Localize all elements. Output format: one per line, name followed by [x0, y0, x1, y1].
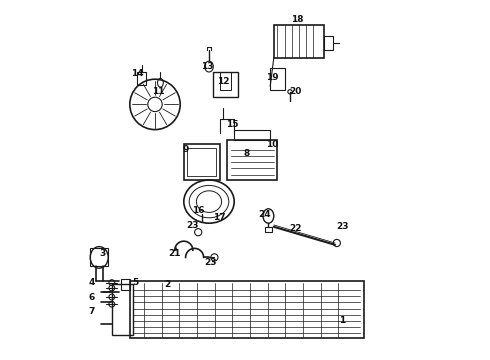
Text: 3: 3: [99, 249, 106, 258]
Bar: [270, 68, 285, 90]
Bar: [227, 140, 277, 180]
Text: 22: 22: [289, 224, 302, 233]
Text: 17: 17: [214, 213, 226, 222]
Text: 10: 10: [266, 140, 278, 149]
Text: 5: 5: [132, 278, 138, 287]
Bar: [220, 72, 231, 90]
Text: 6: 6: [89, 292, 95, 302]
Text: 12: 12: [217, 77, 230, 86]
Text: 24: 24: [259, 210, 271, 219]
Bar: [112, 284, 133, 335]
Text: 1: 1: [339, 316, 345, 325]
Text: 13: 13: [201, 62, 214, 71]
Bar: [265, 227, 272, 232]
Bar: [137, 72, 146, 85]
Text: 16: 16: [192, 206, 204, 215]
Text: 19: 19: [266, 73, 278, 82]
Text: 18: 18: [291, 15, 303, 24]
Text: 4: 4: [89, 278, 95, 287]
Text: 20: 20: [289, 87, 301, 96]
Text: 9: 9: [182, 145, 189, 154]
Bar: [234, 130, 270, 140]
Text: 23: 23: [204, 258, 217, 267]
Text: 7: 7: [89, 307, 95, 316]
Bar: [130, 281, 364, 338]
Text: 2: 2: [165, 280, 171, 289]
Text: 15: 15: [226, 120, 239, 129]
Bar: [184, 144, 220, 180]
Bar: [274, 25, 324, 58]
Bar: [121, 279, 130, 290]
Text: 23: 23: [187, 220, 199, 230]
Bar: [324, 36, 333, 50]
Text: 8: 8: [244, 149, 250, 158]
Bar: [213, 72, 238, 97]
Text: 21: 21: [169, 249, 181, 258]
Text: 11: 11: [152, 87, 165, 96]
Bar: [187, 148, 216, 176]
Text: 14: 14: [131, 69, 143, 78]
Bar: [90, 248, 108, 266]
Text: 23: 23: [336, 222, 348, 231]
